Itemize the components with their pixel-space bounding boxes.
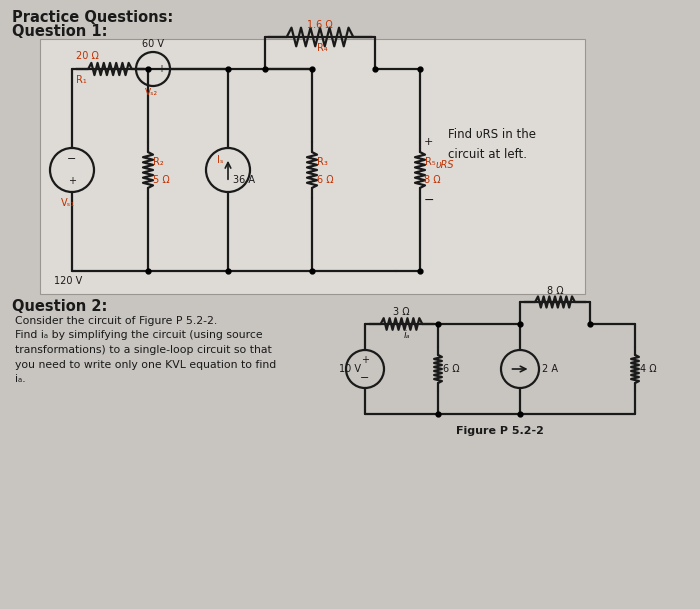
Text: 20 Ω: 20 Ω: [76, 51, 99, 61]
Text: 10 V: 10 V: [339, 364, 361, 374]
Text: Practice Questions:: Practice Questions:: [12, 10, 174, 25]
Text: 36 A: 36 A: [233, 175, 255, 185]
Text: +: +: [361, 355, 369, 365]
Text: −: −: [67, 155, 77, 164]
Text: R₄: R₄: [316, 43, 328, 53]
Text: R₂: R₂: [153, 157, 164, 167]
Text: Iₛ: Iₛ: [216, 155, 223, 165]
Text: +: +: [424, 137, 433, 147]
Text: 3 Ω: 3 Ω: [393, 307, 410, 317]
Text: 4 Ω: 4 Ω: [640, 364, 657, 374]
Text: Question 1:: Question 1:: [12, 24, 108, 39]
Text: Question 2:: Question 2:: [12, 299, 107, 314]
Text: transformations) to a single-loop circuit so that: transformations) to a single-loop circui…: [15, 345, 272, 355]
Text: −: −: [424, 194, 435, 206]
Text: R₃: R₃: [317, 157, 328, 167]
Text: iₐ.: iₐ.: [15, 374, 26, 384]
Text: you need to write only one KVL equation to find: you need to write only one KVL equation …: [15, 359, 276, 370]
Text: Find υRS in the
circuit at left.: Find υRS in the circuit at left.: [448, 127, 536, 161]
Text: 60 V: 60 V: [142, 39, 164, 49]
Text: iₐ: iₐ: [403, 330, 410, 340]
Text: Vₛ₂: Vₛ₂: [144, 88, 158, 97]
Text: −: −: [360, 373, 370, 383]
Text: 1.6 Ω: 1.6 Ω: [307, 20, 333, 30]
Text: 5 Ω: 5 Ω: [153, 175, 169, 185]
Text: 6 Ω: 6 Ω: [443, 364, 460, 374]
Text: 8 Ω: 8 Ω: [547, 286, 564, 296]
Text: −: −: [141, 64, 150, 74]
Text: +: +: [68, 175, 76, 186]
Text: Figure P 5.2-2: Figure P 5.2-2: [456, 426, 544, 436]
Text: 6 Ω: 6 Ω: [317, 175, 334, 185]
Text: R₅: R₅: [425, 157, 435, 167]
Text: Vₛ₁: Vₛ₁: [61, 198, 75, 208]
Text: 2 A: 2 A: [542, 364, 558, 374]
Text: Consider the circuit of Figure P 5.2-2.: Consider the circuit of Figure P 5.2-2.: [15, 316, 217, 326]
FancyBboxPatch shape: [40, 39, 585, 294]
Text: Find iₐ by simplifying the circuit (using source: Find iₐ by simplifying the circuit (usin…: [15, 331, 262, 340]
Text: 120 V: 120 V: [54, 276, 82, 286]
Text: +: +: [157, 64, 164, 74]
Text: 8 Ω: 8 Ω: [424, 175, 440, 185]
Text: υRS: υRS: [436, 160, 454, 170]
Text: R₁: R₁: [76, 75, 87, 85]
